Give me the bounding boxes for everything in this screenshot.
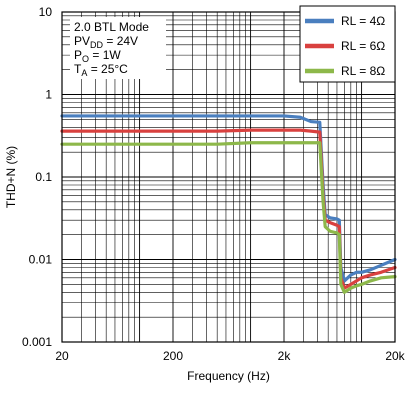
conditions-annotation: 2.0 BTL Mode PVDD = 24V PO = 1W TA = 25°…	[70, 17, 166, 79]
legend-label-3: RL = 8Ω	[341, 64, 385, 78]
series-line-2	[60, 128, 397, 290]
condition-supply-voltage: PVDD = 24V	[74, 34, 138, 50]
series-layer	[60, 114, 397, 294]
condition-po-symbol: P	[74, 48, 82, 62]
series-line-1	[60, 114, 397, 283]
x-axis-title: Frequency (Hz)	[187, 369, 270, 383]
condition-output-power: PO = 1W	[74, 48, 121, 64]
y-tick-label: 0.001	[22, 335, 52, 349]
condition-po-value: = 1W	[89, 48, 121, 62]
x-tick-label: 2k	[278, 349, 292, 363]
legend-label-1: RL = 4Ω	[341, 14, 385, 28]
condition-mode: 2.0 BTL Mode	[74, 20, 149, 34]
condition-ta-subscript: A	[81, 68, 87, 78]
condition-po-subscript: O	[82, 54, 89, 64]
legend-items: RL = 4Ω RL = 6Ω RL = 8Ω	[305, 14, 385, 78]
legend: RL = 4Ω RL = 6Ω RL = 8Ω	[299, 5, 396, 83]
x-tick-label: 20	[55, 349, 69, 363]
condition-pvdd-value: = 24V	[103, 34, 138, 48]
condition-ta-value: = 25°C	[87, 62, 128, 76]
tick-labels: 20 200 2k 20k 0.001 0.01 0.1 1 10	[22, 5, 406, 363]
x-tick-label: 20k	[385, 349, 405, 363]
condition-ambient-temperature: TA = 25°C	[74, 62, 128, 78]
plot-frame	[61, 11, 396, 343]
y-tick-label: 1	[45, 88, 52, 102]
legend-label-2: RL = 6Ω	[341, 39, 385, 53]
series-line-3	[60, 141, 397, 294]
condition-pvdd-subscript: DD	[90, 40, 103, 50]
conditions-background	[70, 17, 166, 79]
y-tick-label: 0.1	[35, 170, 52, 184]
x-tick-label: 200	[163, 349, 183, 363]
y-axis-title: THD+N (%)	[4, 146, 18, 208]
condition-pvdd-symbol: PV	[74, 34, 90, 48]
y-tick-label: 10	[39, 5, 53, 19]
y-tick-label: 0.01	[29, 253, 53, 267]
condition-ta-symbol: T	[74, 62, 82, 76]
